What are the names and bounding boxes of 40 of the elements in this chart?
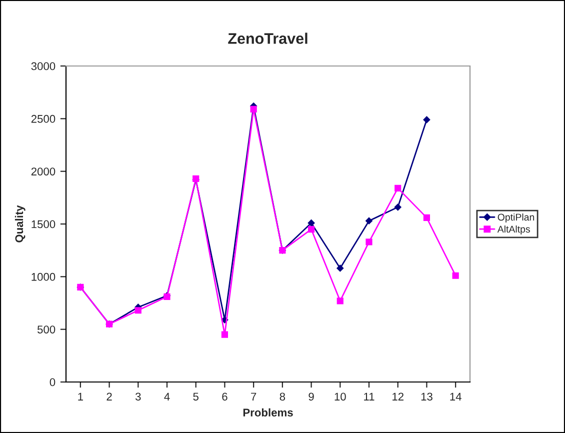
x-tick-label: 8 bbox=[280, 392, 286, 401]
point bbox=[336, 264, 344, 272]
y-tick-label: 1500 bbox=[32, 220, 56, 228]
x-tick-label: 10 bbox=[334, 392, 346, 401]
point bbox=[221, 331, 228, 338]
x-tick-label: 2 bbox=[106, 392, 112, 400]
chart-title: ZenoTravel bbox=[228, 32, 308, 44]
x-tick-label: 9 bbox=[308, 392, 314, 401]
y-axis-title: Quality bbox=[14, 205, 26, 242]
point bbox=[308, 226, 315, 233]
y-tick-label: 500 bbox=[37, 326, 56, 334]
point bbox=[250, 106, 257, 112]
x-tick-label: 11 bbox=[364, 392, 374, 400]
x-tick-label: 3 bbox=[135, 392, 141, 401]
point bbox=[366, 217, 372, 224]
point bbox=[336, 298, 344, 304]
y-tick-label: 1000 bbox=[32, 272, 56, 281]
x-tick-label: 1 bbox=[78, 392, 83, 400]
x-tick-label: 5 bbox=[193, 392, 198, 401]
y-tick-label: 2500 bbox=[31, 114, 56, 123]
point bbox=[452, 272, 459, 279]
point bbox=[394, 184, 402, 192]
y-tick-label: 3000 bbox=[31, 62, 56, 70]
x-tick-label: 7 bbox=[251, 392, 256, 400]
y-tick-label: 0 bbox=[50, 378, 56, 386]
x-tick-label: 6 bbox=[222, 392, 228, 401]
x-tick-label: 14 bbox=[450, 392, 462, 400]
x-tick-label: 13 bbox=[421, 392, 432, 401]
point bbox=[423, 214, 430, 221]
x-tick-label: 12 bbox=[392, 392, 404, 400]
legend-label: OptiPlan bbox=[498, 213, 534, 223]
x-tick-label: 4 bbox=[164, 392, 170, 400]
x-axis-title: Problems bbox=[243, 408, 293, 416]
point bbox=[423, 116, 430, 124]
point bbox=[134, 307, 142, 314]
point bbox=[394, 204, 402, 211]
y-tick-label: 2000 bbox=[31, 168, 56, 176]
point bbox=[366, 238, 372, 246]
legend-label: AltAltps bbox=[497, 225, 530, 235]
point bbox=[308, 219, 315, 226]
